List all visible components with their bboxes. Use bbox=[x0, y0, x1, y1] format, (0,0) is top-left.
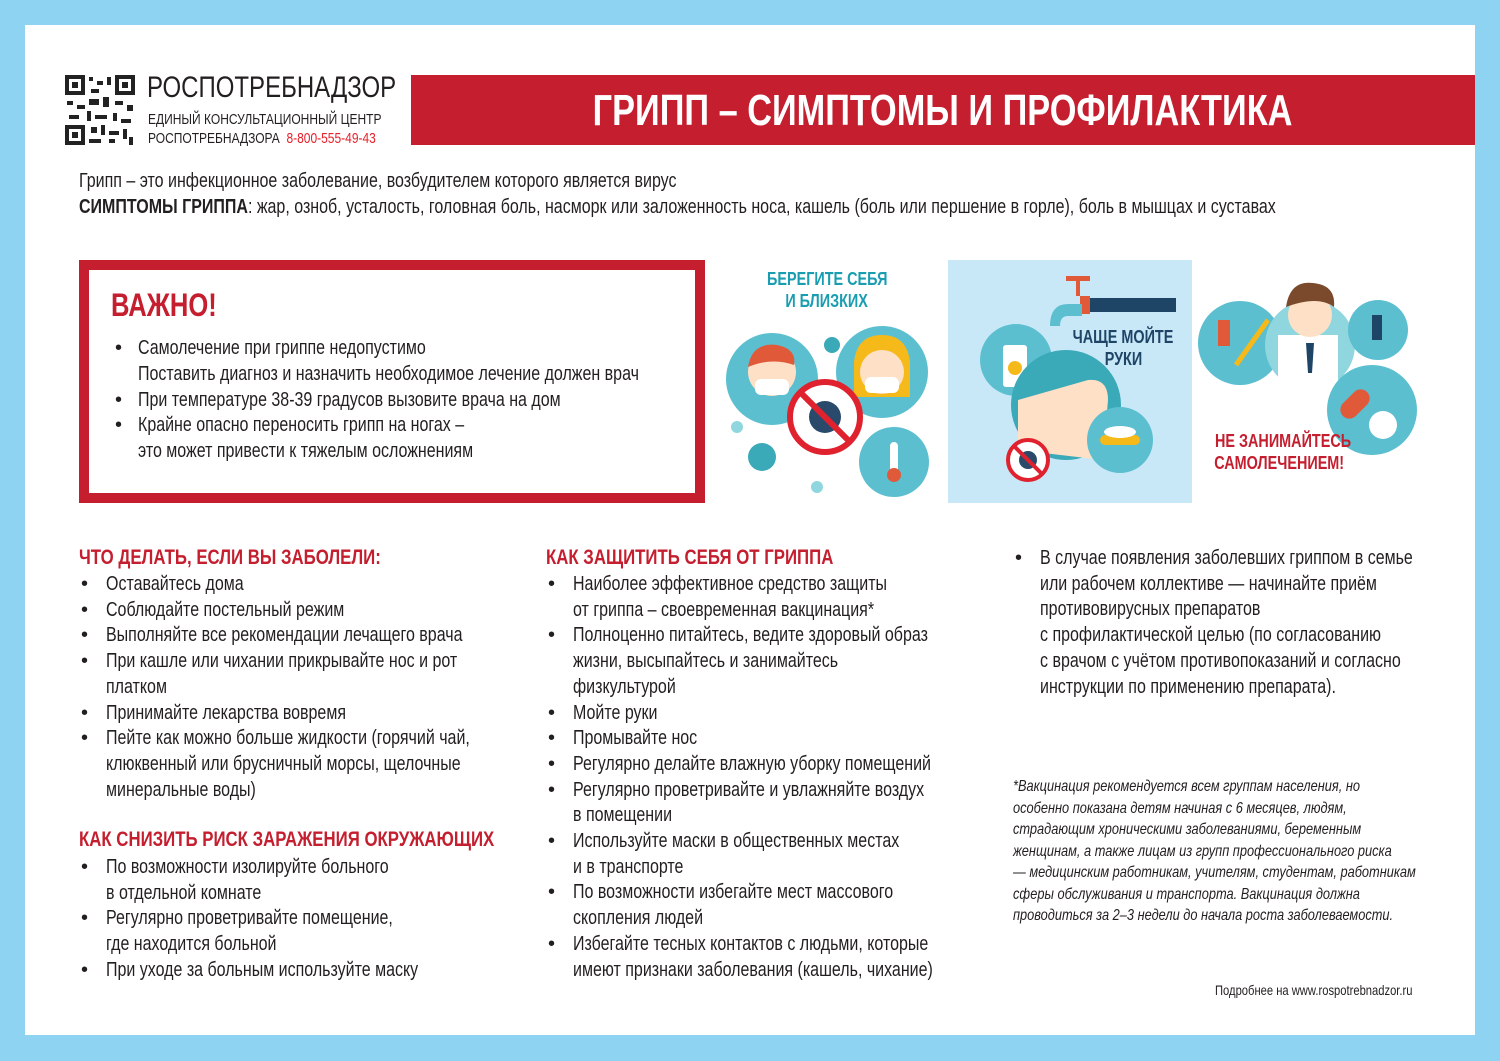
list-item-line: платком bbox=[106, 675, 167, 698]
hotline-phone[interactable]: 8-800-555-49-43 bbox=[286, 130, 376, 147]
list-item-line: Принимайте лекарства вовремя bbox=[106, 701, 346, 724]
bullet-icon: • bbox=[81, 573, 89, 595]
list-item-line: где находится больной bbox=[106, 933, 277, 956]
list-item-line: Самолечение при гриппе недопустимо bbox=[138, 337, 426, 359]
list-item-line: Регулярно проветривайте помещение, bbox=[106, 907, 393, 930]
bullet-icon: • bbox=[548, 778, 556, 801]
bullet-icon: • bbox=[548, 701, 556, 724]
bullet-icon: • bbox=[81, 856, 89, 878]
list-item-line: инструкции по применению препарата). bbox=[1040, 675, 1336, 698]
list-item-line: клюквенный или брусничный морсы, щелочны… bbox=[106, 752, 461, 775]
list-item-line: Крайне опасно переносить грипп на ногах … bbox=[138, 414, 465, 437]
faucet-icon bbox=[1050, 276, 1176, 326]
bullet-icon: • bbox=[548, 752, 556, 775]
bullet-icon: • bbox=[1015, 547, 1023, 569]
panel2-caption: ЧАЩЕ МОЙТЕ РУКИ bbox=[1072, 327, 1174, 369]
list-item-line: Используйте маски в общественных местах bbox=[573, 830, 900, 852]
list-item-line: имеют признаки заболевания (кашель, чиха… bbox=[573, 958, 933, 981]
list-item-line: Соблюдайте постельный режим bbox=[106, 598, 345, 621]
list-item-line: Поставить диагноз и назначить необходимо… bbox=[138, 362, 639, 385]
illustration-no-self-treatment: НЕ ЗАНИМАЙТЕСЬ САМОЛЕЧЕНИЕМ! bbox=[1198, 265, 1423, 500]
important-box bbox=[79, 260, 705, 503]
footnote-line: проводиться за 2–3 недели до начала рост… bbox=[1013, 907, 1394, 924]
bullet-icon: • bbox=[81, 701, 89, 724]
list-item-line: Регулярно проветривайте и увлажняйте воз… bbox=[573, 778, 925, 801]
list-item-line: При кашле или чихании прикрывайте нос и … bbox=[106, 650, 458, 673]
intro-symptoms: СИМПТОМЫ ГРИППА: жар, озноб, усталость, … bbox=[79, 196, 1276, 218]
bullet-icon: • bbox=[81, 650, 89, 673]
important-heading: ВАЖНО! bbox=[111, 287, 217, 323]
list-item-line: Полноценно питайтесь, ведите здоровый об… bbox=[573, 624, 928, 647]
list-item-line: в помещении bbox=[573, 804, 672, 827]
illustration-wash-hands: ЧАЩЕ МОЙТЕ РУКИ bbox=[948, 260, 1192, 503]
bullet-icon: • bbox=[81, 958, 89, 981]
footnote-line: особенно показана детям начиная с 6 меся… bbox=[1013, 799, 1347, 817]
footnote-line: сферы обслуживания и транспорта. Вакцина… bbox=[1013, 885, 1360, 903]
bullet-icon: • bbox=[115, 414, 123, 437]
list-item-line: Мойте руки bbox=[573, 701, 658, 724]
list-item-line: Выполняйте все рекомендации лечащего вра… bbox=[106, 624, 463, 647]
bullet-icon: • bbox=[548, 881, 556, 904]
list-item-line: Оставайтесь дома bbox=[106, 573, 244, 595]
bullet-icon: • bbox=[81, 624, 89, 647]
list-item-line: или рабочем коллективе — начинайте приём bbox=[1040, 572, 1377, 595]
illustration-protect-yourself: БЕРЕГИТЕ СЕБЯ И БЛИЗКИХ bbox=[722, 262, 937, 502]
bullet-icon: • bbox=[548, 727, 556, 750]
list-item-line: По возможности изолируйте больного bbox=[106, 856, 389, 878]
qr-code bbox=[65, 75, 135, 145]
list-item-line: физкультурой bbox=[573, 675, 676, 698]
org-name: РОСПОТРЕБНАДЗОР bbox=[147, 71, 397, 104]
consult-center-line1: ЕДИНЫЙ КОНСУЛЬТАЦИОННЫЙ ЦЕНТР bbox=[148, 111, 382, 128]
bullet-icon: • bbox=[115, 388, 123, 411]
bullet-icon: • bbox=[548, 624, 556, 647]
list-item-line: и в транспорте bbox=[573, 855, 684, 878]
more-info-link[interactable]: Подробнее на www.rospotrebnadzor.ru bbox=[1215, 982, 1413, 998]
list-item-line: жизни, высыпайтесь и занимайтесь bbox=[573, 650, 839, 673]
panel3-caption: НЕ ЗАНИМАЙТЕСЬ САМОЛЕЧЕНИЕМ! bbox=[1214, 431, 1352, 473]
bullet-icon: • bbox=[548, 932, 556, 955]
list-item-line: это может привести к тяжелым осложнениям bbox=[138, 440, 474, 463]
footnote-line: страдающим хроническими заболеваниями, б… bbox=[1013, 821, 1362, 838]
list-item-line: в отдельной комнате bbox=[106, 881, 262, 904]
list-item-line: Регулярно делайте влажную уборку помещен… bbox=[573, 752, 931, 775]
title-bar: ГРИПП – СИМПТОМЫ И ПРОФИЛАКТИКА bbox=[411, 75, 1475, 145]
what-to-do-heading: ЧТО ДЕЛАТЬ, ЕСЛИ ВЫ ЗАБОЛЕЛИ: bbox=[79, 546, 381, 569]
list-item-line: Пейте как можно больше жидкости (горячий… bbox=[106, 727, 470, 750]
bullet-icon: • bbox=[81, 727, 89, 750]
footnote-line: — медицинским работникам, учителям, студ… bbox=[1013, 864, 1416, 881]
bullet-icon: • bbox=[548, 830, 556, 852]
bullet-icon: • bbox=[115, 337, 123, 359]
list-item-line: Промывайте нос bbox=[573, 727, 698, 750]
list-item-line: Наиболее эффективное средство защиты bbox=[573, 573, 888, 595]
list-item-line: минеральные воды) bbox=[106, 778, 256, 801]
poster-sheet bbox=[25, 25, 1475, 1035]
reduce-risk-heading: КАК СНИЗИТЬ РИСК ЗАРАЖЕНИЯ ОКРУЖАЮЩИХ bbox=[79, 828, 495, 851]
list-item-line: с профилактической целью (по согласовани… bbox=[1040, 624, 1382, 647]
footnote-line: *Вакцинация рекомендуется всем группам н… bbox=[1013, 778, 1360, 795]
list-item-line: При уходе за больным используйте маску bbox=[106, 958, 419, 981]
bullet-icon: • bbox=[81, 907, 89, 930]
panel1-caption: БЕРЕГИТЕ СЕБЯ И БЛИЗКИХ bbox=[766, 269, 888, 311]
bullet-icon: • bbox=[81, 598, 89, 621]
footnote-line: женщинам, а также лицам из групп професс… bbox=[1013, 842, 1392, 860]
consult-center-line2: РОСПОТРЕБНАДЗОРА 8-800-555-49-43 bbox=[148, 130, 376, 147]
list-item-line: По возможности избегайте мест массового bbox=[573, 881, 894, 904]
list-item-line: В случае появления заболевших гриппом в … bbox=[1040, 547, 1413, 569]
list-item-line: противовирусных препаратов bbox=[1040, 598, 1261, 621]
list-item-line: от гриппа – своевременная вакцинация* bbox=[573, 598, 875, 621]
list-item-line: При температуре 38-39 градусов вызовите … bbox=[138, 388, 561, 411]
bullet-icon: • bbox=[548, 573, 556, 595]
intro-definition: Грипп – это инфекционное заболевание, во… bbox=[79, 170, 677, 192]
list-item-line: с врачом с учётом противопоказаний и сог… bbox=[1040, 649, 1401, 672]
list-item-line: скопления людей bbox=[573, 907, 704, 930]
protect-yourself-heading: КАК ЗАЩИТИТЬ СЕБЯ ОТ ГРИППА bbox=[546, 546, 834, 569]
list-item-line: Избегайте тесных контактов с людьми, кот… bbox=[573, 932, 929, 955]
page-title: ГРИПП – СИМПТОМЫ И ПРОФИЛАКТИКА bbox=[593, 86, 1293, 135]
